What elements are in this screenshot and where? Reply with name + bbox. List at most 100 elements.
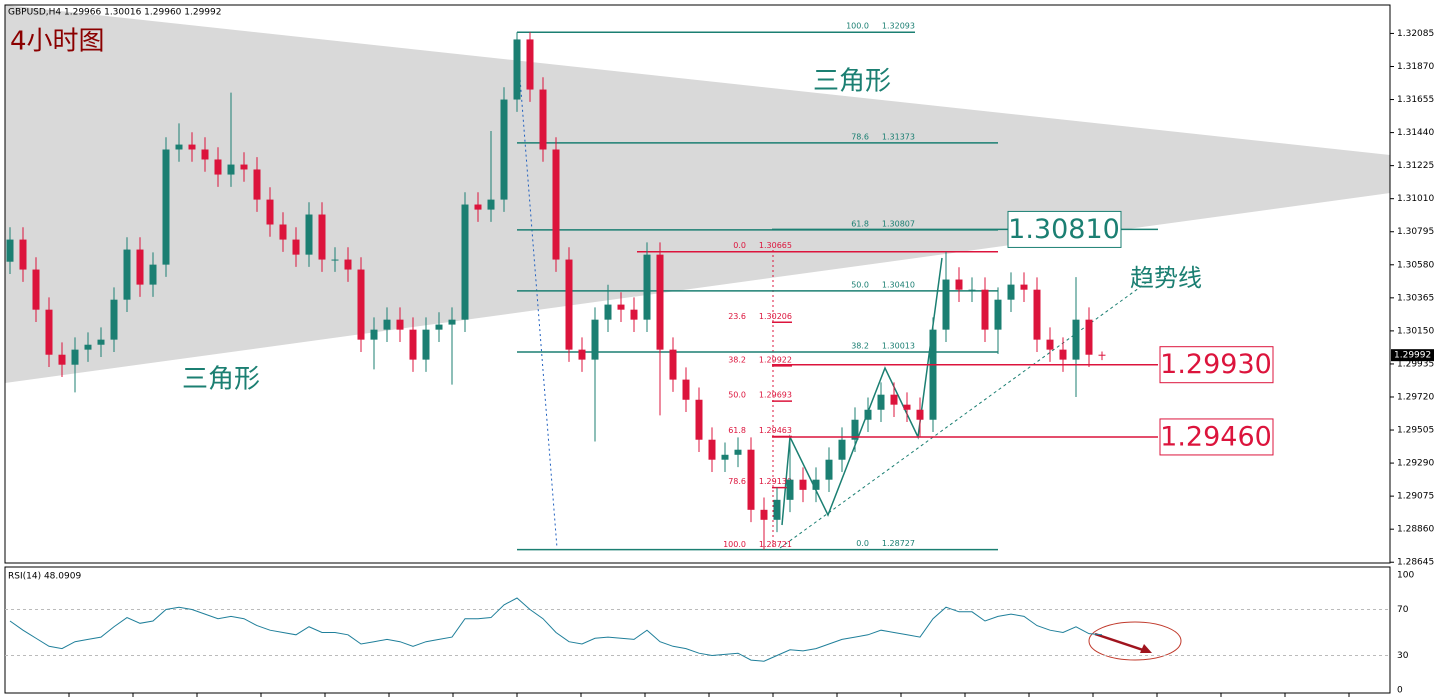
candle-body (1059, 349, 1067, 360)
y-tick-label: 1.29935 (1397, 359, 1434, 369)
candle-body (71, 349, 79, 365)
candle-body (84, 344, 92, 350)
y-tick-label: 0 (1397, 686, 1403, 696)
candle-body (279, 224, 287, 240)
candle-body (500, 99, 508, 200)
candle-body (929, 329, 937, 420)
candle-body (864, 409, 872, 420)
triangle-pattern (5, 5, 1390, 383)
candle-body (994, 299, 1002, 330)
candle-body (565, 259, 573, 350)
candle-body (981, 289, 989, 330)
level-label: 1.29930 (1160, 349, 1272, 380)
candle-body (721, 454, 729, 460)
y-tick-label: 1.32085 (1397, 29, 1434, 39)
candle-body (552, 149, 560, 260)
fib-price: 1.28721 (759, 540, 792, 549)
candle-body (812, 479, 820, 490)
fib-price: 1.32093 (882, 22, 915, 31)
candle-body (708, 439, 716, 460)
candle-body (214, 159, 222, 175)
candle-body (344, 259, 352, 270)
fib-ratio: 78.6 (851, 132, 869, 141)
candle-body (175, 144, 183, 150)
fib-ratio: 23.6 (728, 312, 746, 321)
level-box (1159, 418, 1274, 456)
level-label: 1.30810 (1008, 214, 1120, 245)
fib-price: 1.29130 (759, 477, 792, 486)
candle-body (513, 39, 521, 100)
candle-body (461, 204, 469, 320)
y-tick-label: 1.31440 (1397, 128, 1434, 138)
y-tick-label: 1.29720 (1397, 392, 1434, 402)
fib-price: 1.29922 (759, 355, 792, 364)
y-tick-label: 1.29505 (1397, 426, 1434, 436)
annotation: 趋势线 (1130, 264, 1202, 292)
candle-body (188, 144, 196, 150)
candle-body (1046, 339, 1054, 350)
candle-body (383, 319, 391, 330)
fib-price: 1.29693 (759, 391, 792, 400)
level-label: 1.29460 (1160, 421, 1272, 452)
candle-body (331, 259, 339, 261)
fib-ratio: 61.8 (728, 426, 746, 435)
candle-body (45, 309, 53, 355)
fib-price: 1.30206 (759, 312, 792, 321)
candle-body (227, 164, 235, 175)
y-tick-label: 70 (1397, 605, 1409, 615)
candle-body (955, 279, 963, 290)
candle-body (526, 39, 534, 90)
candle-body (669, 349, 677, 380)
arrow (1094, 632, 1147, 653)
candle-body (578, 349, 586, 360)
candle-body (110, 299, 118, 340)
fib-ratio: 78.6 (728, 477, 746, 486)
candle-body (201, 149, 209, 160)
candle-body (799, 479, 807, 490)
level-box (1007, 210, 1122, 248)
arrow-head (1140, 644, 1152, 653)
y-tick-label: 1.31010 (1397, 194, 1434, 204)
candle-body (617, 304, 625, 310)
candle-body (747, 449, 755, 510)
rsi-title: RSI(14) 48.0909 (8, 572, 81, 582)
candle-body (656, 254, 664, 350)
candle-body (1098, 354, 1106, 356)
candle-body (370, 329, 378, 340)
candle-body (136, 249, 144, 285)
candle-body (357, 269, 365, 340)
annotation: 三角形 (813, 67, 891, 97)
y-tick-label: 1.29290 (1397, 459, 1434, 469)
annotation: 三角形 (182, 365, 260, 395)
candle-body (903, 404, 911, 410)
candle-body (474, 204, 482, 210)
candle-body (305, 214, 313, 255)
candle-body (916, 409, 924, 420)
timeframe-label: 4小时图 (10, 27, 105, 57)
y-tick-label: 1.30150 (1397, 326, 1434, 336)
fib-ratio: 100.0 (723, 540, 746, 549)
candle-body (6, 239, 14, 262)
candle-body (825, 459, 833, 480)
candle-body (435, 324, 443, 330)
fib-price: 1.30807 (882, 219, 915, 228)
fib-price: 1.31373 (882, 132, 915, 141)
level-box (1159, 346, 1274, 384)
fib-price: 1.30410 (882, 280, 915, 289)
candle-body (149, 264, 157, 285)
candle-body (604, 304, 612, 320)
candle-body (253, 169, 261, 200)
y-tick-label: 1.31225 (1397, 161, 1434, 171)
y-tick-label: 1.31655 (1397, 95, 1434, 105)
fib-ratio: 38.2 (728, 355, 746, 364)
y-tick-label: 1.28860 (1397, 525, 1434, 535)
y-tick-label: 1.31870 (1397, 62, 1434, 72)
fib-price: 1.30013 (882, 341, 915, 350)
candle-body (942, 279, 950, 330)
candle-body (396, 319, 404, 330)
candle-body (695, 399, 703, 440)
candle-body (773, 499, 781, 520)
candle-body (1007, 284, 1015, 300)
fib-ratio: 38.2 (851, 341, 869, 350)
